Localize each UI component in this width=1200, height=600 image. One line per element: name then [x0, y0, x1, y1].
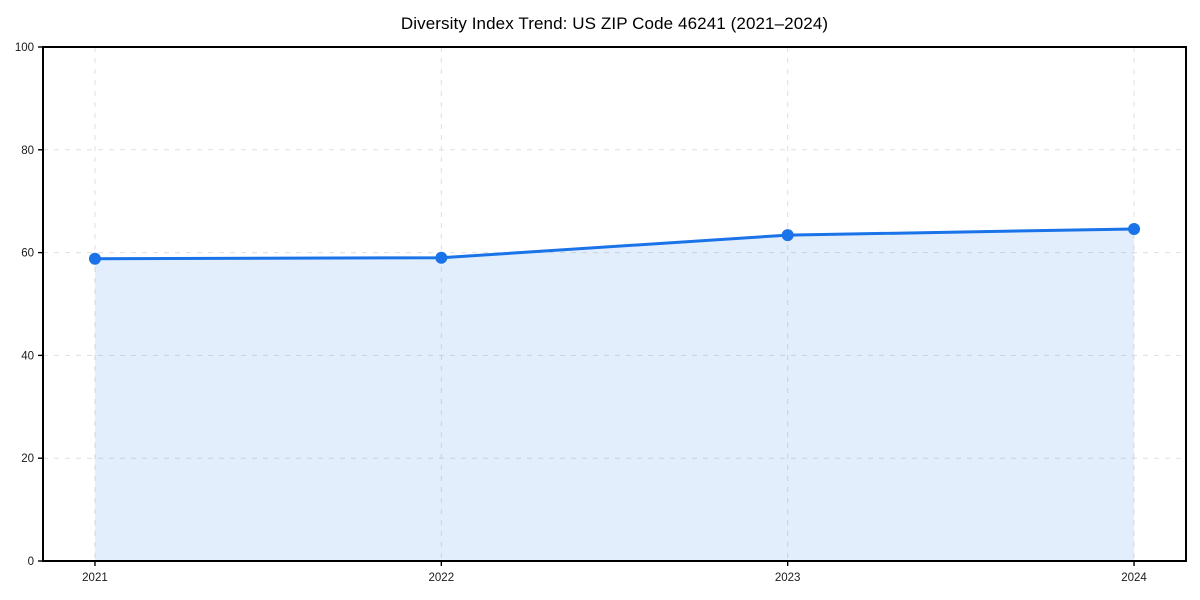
- area-fill: [94, 228, 1135, 561]
- y-tick-label: 100: [15, 42, 34, 54]
- y-tick-label: 40: [21, 350, 34, 362]
- data-point: [781, 229, 794, 242]
- plot-border: [42, 46, 1187, 562]
- y-tick-label: 0: [28, 556, 34, 568]
- y-tick-label: 60: [21, 248, 34, 260]
- trend-line: [93, 227, 1136, 261]
- x-tick-label: 2021: [82, 572, 108, 584]
- x-tick-label: 2023: [775, 572, 801, 584]
- x-tick-label: 2024: [1121, 572, 1147, 584]
- data-point: [435, 251, 448, 264]
- y-tick-label: 80: [21, 145, 34, 157]
- y-tick-label: 20: [21, 453, 34, 465]
- chart-title: Diversity Index Trend: US ZIP Code 46241…: [400, 14, 829, 33]
- x-tick-label: 2022: [429, 572, 455, 584]
- data-point: [88, 252, 101, 265]
- data-point: [1128, 222, 1141, 235]
